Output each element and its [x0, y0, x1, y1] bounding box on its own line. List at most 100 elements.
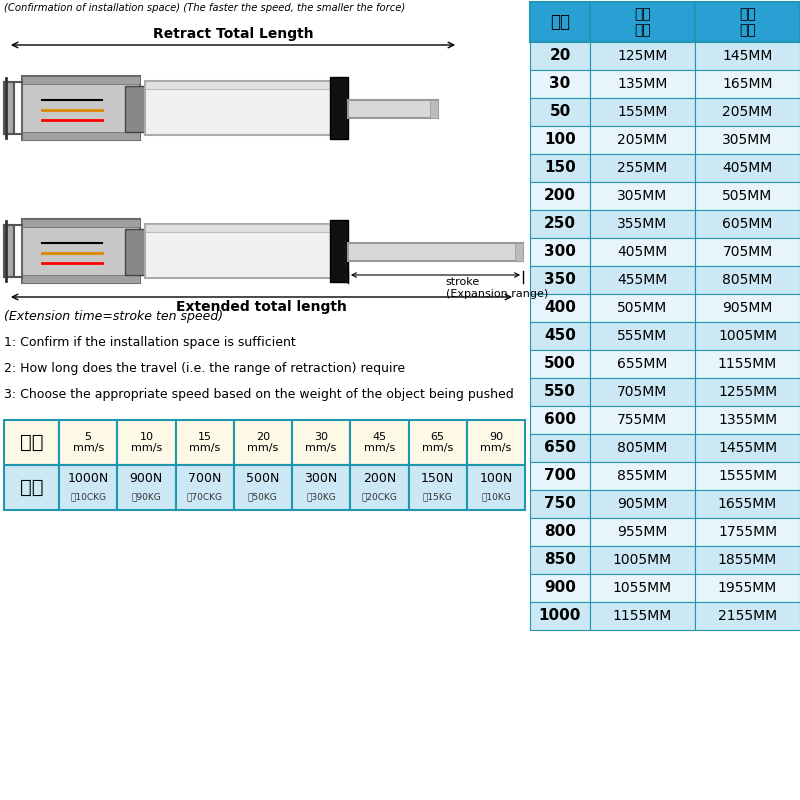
Text: 1755MM: 1755MM — [718, 525, 777, 539]
Bar — [695, 546, 800, 574]
Bar — [590, 378, 695, 406]
Text: 255MM: 255MM — [618, 161, 668, 175]
Text: 1155MM: 1155MM — [718, 357, 777, 371]
Bar — [118, 420, 175, 465]
Text: 455MM: 455MM — [618, 273, 668, 287]
Text: 扙15KG: 扙15KG — [422, 492, 453, 501]
Bar — [590, 546, 695, 574]
Text: stroke
(Expansion range): stroke (Expansion range) — [446, 277, 548, 298]
Text: 900N: 900N — [130, 472, 163, 485]
Text: Extended total length: Extended total length — [176, 300, 347, 314]
Text: 扭矩: 扭矩 — [20, 478, 43, 497]
Text: 205MM: 205MM — [618, 133, 668, 147]
Bar — [348, 243, 523, 261]
Bar — [22, 76, 140, 140]
Text: 100N: 100N — [479, 472, 513, 485]
Bar — [22, 219, 140, 283]
Bar — [330, 77, 348, 139]
Bar — [4, 82, 14, 134]
Bar — [145, 81, 335, 89]
Text: 扙10CKG: 扙10CKG — [70, 492, 106, 501]
Bar — [590, 462, 695, 490]
Bar — [530, 462, 590, 490]
Bar — [590, 350, 695, 378]
Text: 3: Choose the appropriate speed based on the weight of the object being pushed: 3: Choose the appropriate speed based on… — [4, 388, 514, 401]
Bar — [530, 238, 590, 266]
Text: 500N: 500N — [246, 472, 279, 485]
Text: 1005MM: 1005MM — [613, 553, 672, 567]
Text: 20
mm/s: 20 mm/s — [247, 432, 278, 453]
Text: 800: 800 — [544, 525, 576, 539]
Bar — [695, 2, 800, 42]
Text: 300N: 300N — [305, 472, 338, 485]
Bar — [590, 210, 695, 238]
Text: 1355MM: 1355MM — [718, 413, 777, 427]
Bar — [590, 2, 695, 42]
Bar — [695, 154, 800, 182]
Text: 90
mm/s: 90 mm/s — [480, 432, 511, 453]
Text: 1455MM: 1455MM — [718, 441, 777, 455]
Bar — [590, 98, 695, 126]
Bar — [695, 182, 800, 210]
Bar — [695, 490, 800, 518]
Text: 505MM: 505MM — [618, 301, 668, 315]
Bar — [530, 322, 590, 350]
Bar — [530, 490, 590, 518]
Bar — [22, 76, 140, 84]
Bar — [59, 420, 118, 465]
Text: 855MM: 855MM — [618, 469, 668, 483]
Text: (Extension time=stroke ten speed): (Extension time=stroke ten speed) — [4, 310, 223, 323]
Bar — [590, 266, 695, 294]
Text: 955MM: 955MM — [618, 525, 668, 539]
Text: 655MM: 655MM — [618, 357, 668, 371]
Bar — [59, 465, 118, 510]
Text: 355MM: 355MM — [618, 217, 668, 231]
Bar — [409, 465, 466, 510]
Text: 100: 100 — [544, 133, 576, 147]
Text: 扙10KG: 扙10KG — [481, 492, 510, 501]
Text: 10
mm/s: 10 mm/s — [130, 432, 162, 453]
Text: 250: 250 — [544, 217, 576, 231]
Text: Retract Total Length: Retract Total Length — [153, 27, 314, 41]
Bar — [4, 465, 59, 510]
Bar — [530, 42, 590, 70]
Text: 700N: 700N — [188, 472, 222, 485]
Bar — [695, 70, 800, 98]
Bar — [590, 434, 695, 462]
Text: 伸出
总长: 伸出 总长 — [739, 7, 756, 37]
Text: 300: 300 — [544, 245, 576, 259]
Bar — [530, 434, 590, 462]
Bar — [515, 243, 523, 261]
Text: 30: 30 — [550, 77, 570, 91]
Bar — [22, 132, 140, 140]
Text: 速度: 速度 — [20, 433, 43, 452]
Text: 150N: 150N — [421, 472, 454, 485]
Text: 1255MM: 1255MM — [718, 385, 777, 399]
Bar — [695, 322, 800, 350]
Text: 1000N: 1000N — [67, 472, 109, 485]
Bar — [590, 154, 695, 182]
Bar — [590, 406, 695, 434]
Text: 1155MM: 1155MM — [613, 609, 672, 623]
Bar — [590, 126, 695, 154]
Bar — [530, 378, 590, 406]
Text: 405MM: 405MM — [722, 161, 773, 175]
Bar — [466, 465, 525, 510]
Text: 扙70CKG: 扙70CKG — [186, 492, 222, 501]
Bar — [695, 98, 800, 126]
Text: 5
mm/s: 5 mm/s — [73, 432, 104, 453]
Bar — [695, 518, 800, 546]
Text: 550: 550 — [544, 385, 576, 399]
Bar — [22, 219, 140, 227]
Text: 705MM: 705MM — [722, 245, 773, 259]
Bar — [695, 350, 800, 378]
Text: 1: Confirm if the installation space is sufficient: 1: Confirm if the installation space is … — [4, 336, 296, 349]
Text: 850: 850 — [544, 553, 576, 567]
Bar — [590, 602, 695, 630]
Bar — [125, 86, 145, 132]
Text: 350: 350 — [544, 273, 576, 287]
Text: 500: 500 — [544, 357, 576, 371]
Text: 600: 600 — [544, 413, 576, 427]
Text: 65
mm/s: 65 mm/s — [422, 432, 454, 453]
Text: 650: 650 — [544, 441, 576, 455]
